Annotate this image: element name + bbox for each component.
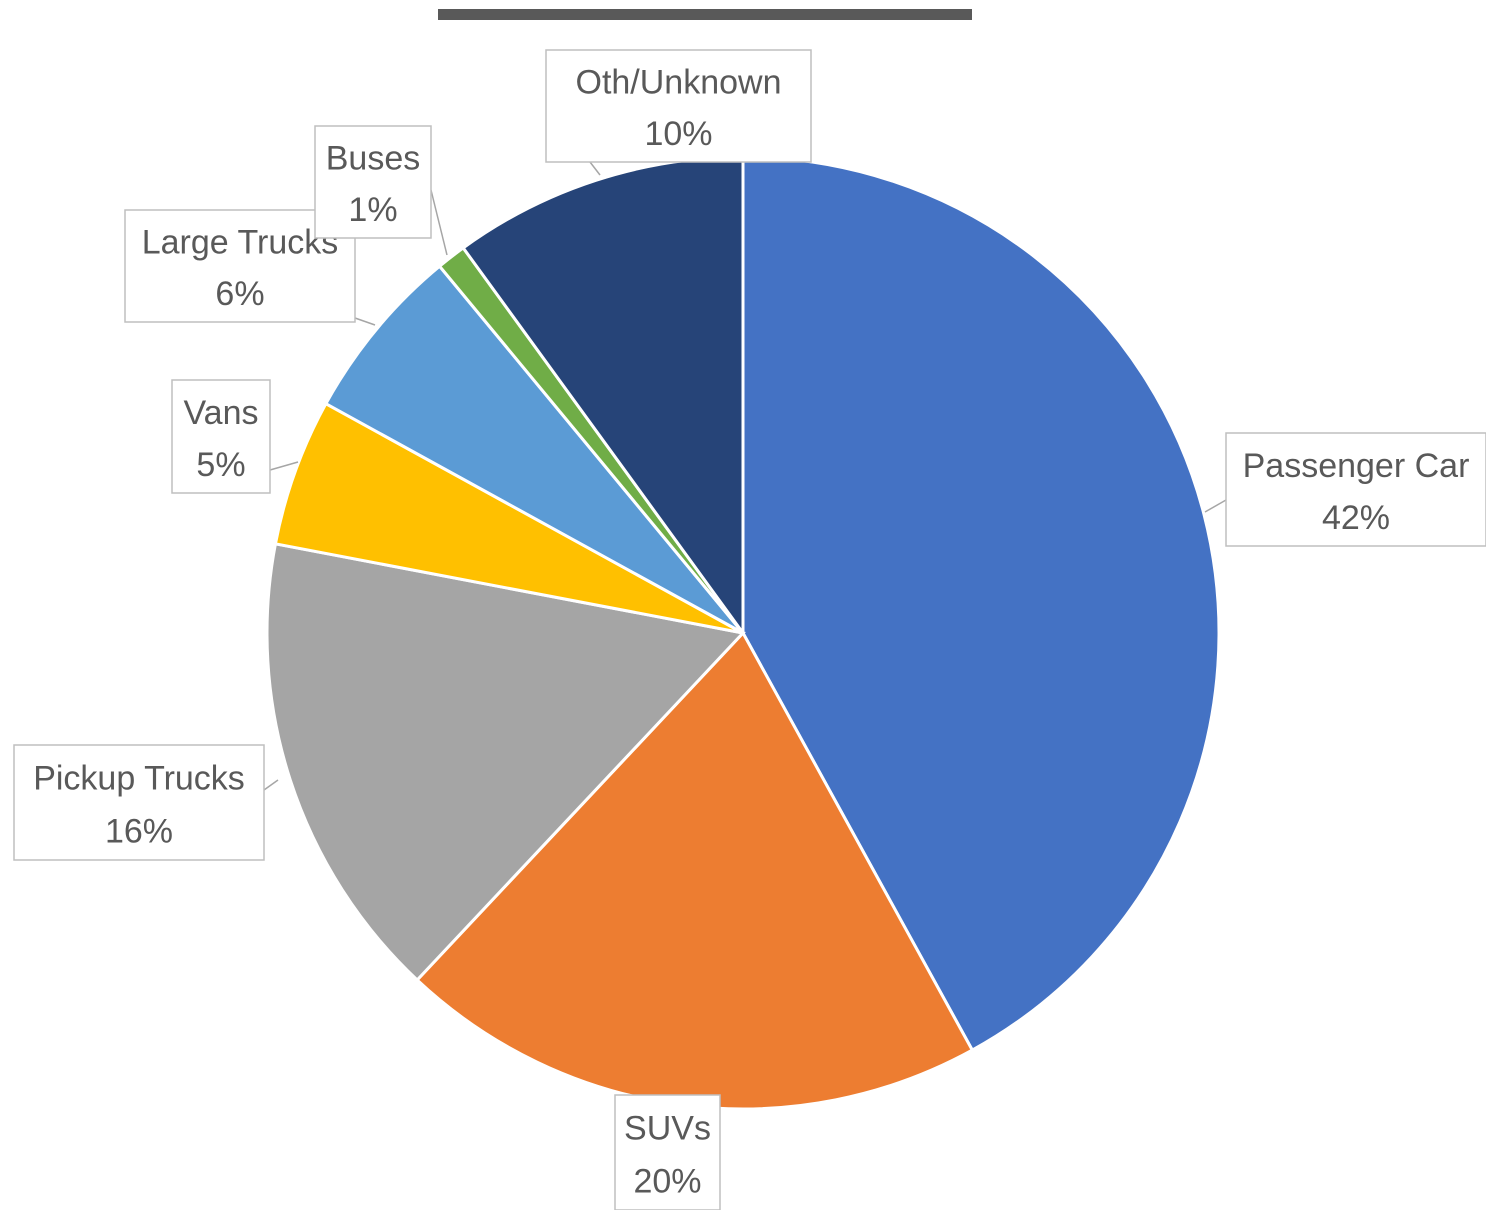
leader-line — [263, 779, 279, 791]
value-label: 16% — [105, 813, 173, 851]
slice — [741, 155, 1221, 1053]
leader-line — [589, 161, 601, 176]
slice — [323, 264, 745, 635]
category-label: Oth/Unknown — [576, 64, 782, 102]
category-label: Passenger Car — [1243, 447, 1470, 485]
title-bar — [438, 9, 972, 20]
value-label: 20% — [633, 1163, 701, 1201]
category-label: Buses — [326, 140, 421, 178]
label-box — [545, 49, 812, 163]
value-label: 10% — [644, 115, 712, 153]
category-label: Large Trucks — [142, 224, 339, 262]
pie — [265, 155, 1221, 1111]
leader-line — [354, 317, 376, 326]
label-box — [1225, 432, 1486, 547]
leader-line — [430, 189, 448, 256]
category-label: Pickup Trucks — [33, 760, 245, 798]
label-box — [171, 379, 271, 494]
leader-line — [1204, 499, 1227, 513]
category-label: SUVs — [624, 1110, 711, 1148]
leader-line — [269, 461, 299, 471]
category-label: Vans — [184, 394, 259, 432]
value-label: 1% — [348, 191, 397, 229]
label-box — [314, 125, 432, 239]
label-box — [13, 744, 265, 861]
value-label: 42% — [1322, 499, 1390, 537]
label-box — [614, 1094, 721, 1210]
slice — [273, 401, 744, 635]
data-labels: Passenger Car 42% SUVs 20% Pickup Trucks 16% V… — [13, 49, 1486, 1210]
slice — [265, 542, 746, 983]
value-label: 5% — [196, 446, 245, 484]
value-label: 6% — [215, 275, 264, 313]
